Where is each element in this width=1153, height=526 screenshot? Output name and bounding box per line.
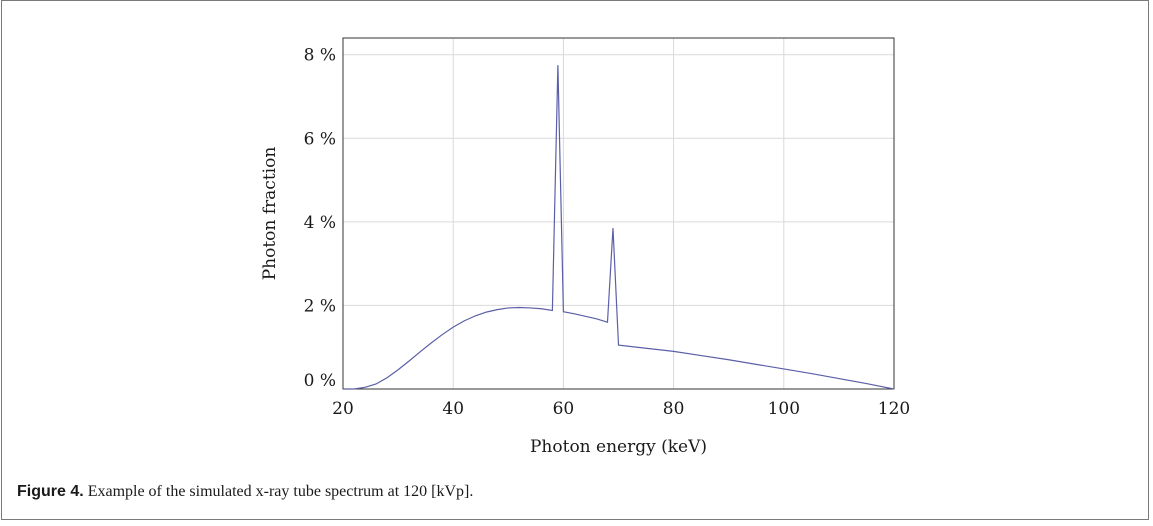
x-axis-title: Photon energy (keV) <box>530 437 707 457</box>
x-tick-label: 80 <box>663 399 685 419</box>
spectrum-line <box>343 65 895 390</box>
plot-frame <box>342 37 895 390</box>
y-axis-title: Photon fraction <box>260 147 280 281</box>
x-tick-label: 20 <box>332 399 354 419</box>
x-tick-label: 100 <box>768 399 800 419</box>
y-tick-label: 2 % <box>304 296 336 316</box>
x-tick-label: 60 <box>553 399 575 419</box>
y-tick-label: 6 % <box>304 129 336 149</box>
chart: 20 40 60 80 100 120 0 % 2 % 4 % 6 % 8 % Photon ene… <box>260 37 911 457</box>
caption-label: Figure 4. <box>17 483 84 500</box>
x-tick-label: 120 <box>878 399 910 419</box>
figure-caption: Figure 4. Example of the simulated x-ray… <box>17 483 473 501</box>
ticks: 20 40 60 80 100 120 0 % 2 % 4 % 6 % 8 % <box>304 46 911 419</box>
caption-text: Example of the simulated x-ray tube spec… <box>83 483 474 500</box>
y-tick-label: 8 % <box>304 46 336 66</box>
x-tick-label: 40 <box>442 399 464 419</box>
y-tick-label: 4 % <box>304 213 336 233</box>
y-tick-label: 0 % <box>304 371 336 391</box>
